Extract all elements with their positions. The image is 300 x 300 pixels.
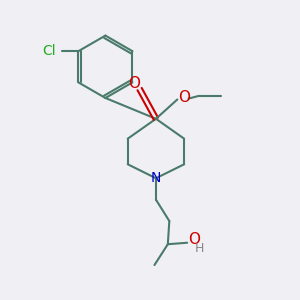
Text: O: O bbox=[128, 76, 140, 91]
Text: H: H bbox=[195, 242, 204, 255]
Text: O: O bbox=[178, 91, 190, 106]
Text: N: N bbox=[151, 171, 161, 185]
Text: Cl: Cl bbox=[42, 44, 56, 58]
Text: O: O bbox=[188, 232, 200, 247]
